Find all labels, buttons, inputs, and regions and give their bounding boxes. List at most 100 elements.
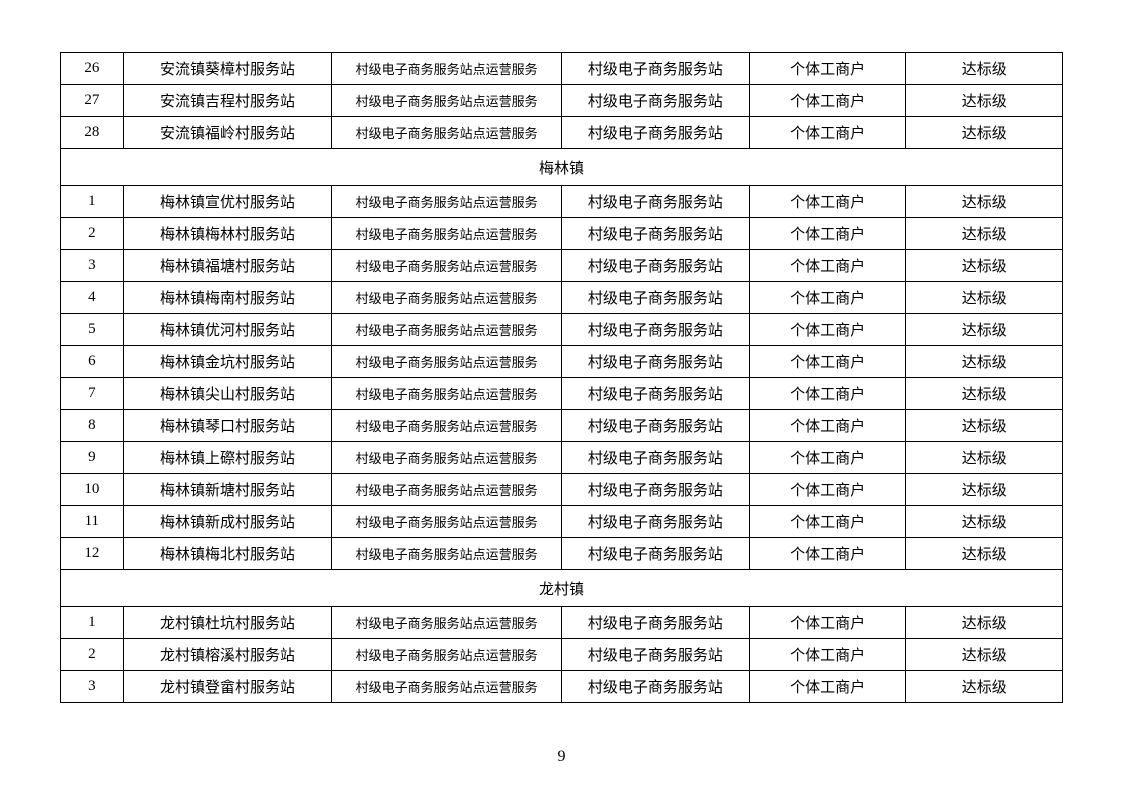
station-name-cell: 梅林镇梅北村服务站 <box>123 538 332 570</box>
service-content-cell: 村级电子商务服务站点运营服务 <box>332 410 562 442</box>
entity-type-cell: 个体工商户 <box>749 474 906 506</box>
station-name-cell: 梅林镇新成村服务站 <box>123 506 332 538</box>
service-content-cell: 村级电子商务服务站点运营服务 <box>332 346 562 378</box>
index-cell: 27 <box>61 85 124 117</box>
station-type-cell: 村级电子商务服务站 <box>562 314 750 346</box>
entity-type-cell: 个体工商户 <box>749 282 906 314</box>
service-content-cell: 村级电子商务服务站点运营服务 <box>332 85 562 117</box>
table-row: 12梅林镇梅北村服务站村级电子商务服务站点运营服务村级电子商务服务站个体工商户达… <box>61 538 1063 570</box>
table-row: 1梅林镇宣优村服务站村级电子商务服务站点运营服务村级电子商务服务站个体工商户达标… <box>61 186 1063 218</box>
service-content-cell: 村级电子商务服务站点运营服务 <box>332 53 562 85</box>
section-header: 梅林镇 <box>61 149 1063 186</box>
index-cell: 10 <box>61 474 124 506</box>
level-cell: 达标级 <box>906 639 1063 671</box>
table-row: 1龙村镇杜坑村服务站村级电子商务服务站点运营服务村级电子商务服务站个体工商户达标… <box>61 607 1063 639</box>
entity-type-cell: 个体工商户 <box>749 250 906 282</box>
level-cell: 达标级 <box>906 442 1063 474</box>
table-row: 3梅林镇福塘村服务站村级电子商务服务站点运营服务村级电子商务服务站个体工商户达标… <box>61 250 1063 282</box>
entity-type-cell: 个体工商户 <box>749 442 906 474</box>
station-name-cell: 梅林镇琴口村服务站 <box>123 410 332 442</box>
table-row: 26安流镇葵樟村服务站村级电子商务服务站点运营服务村级电子商务服务站个体工商户达… <box>61 53 1063 85</box>
level-cell: 达标级 <box>906 346 1063 378</box>
station-name-cell: 龙村镇榕溪村服务站 <box>123 639 332 671</box>
table-row: 28安流镇福岭村服务站村级电子商务服务站点运营服务村级电子商务服务站个体工商户达… <box>61 117 1063 149</box>
station-name-cell: 梅林镇新塘村服务站 <box>123 474 332 506</box>
station-type-cell: 村级电子商务服务站 <box>562 442 750 474</box>
section-header-cell: 龙村镇 <box>61 570 1063 607</box>
entity-type-cell: 个体工商户 <box>749 218 906 250</box>
table-row: 3龙村镇登畲村服务站村级电子商务服务站点运营服务村级电子商务服务站个体工商户达标… <box>61 671 1063 703</box>
table-row: 9梅林镇上磜村服务站村级电子商务服务站点运营服务村级电子商务服务站个体工商户达标… <box>61 442 1063 474</box>
entity-type-cell: 个体工商户 <box>749 506 906 538</box>
station-name-cell: 梅林镇上磜村服务站 <box>123 442 332 474</box>
index-cell: 5 <box>61 314 124 346</box>
station-type-cell: 村级电子商务服务站 <box>562 639 750 671</box>
entity-type-cell: 个体工商户 <box>749 314 906 346</box>
index-cell: 12 <box>61 538 124 570</box>
table-row: 7梅林镇尖山村服务站村级电子商务服务站点运营服务村级电子商务服务站个体工商户达标… <box>61 378 1063 410</box>
station-name-cell: 梅林镇梅林村服务站 <box>123 218 332 250</box>
index-cell: 8 <box>61 410 124 442</box>
level-cell: 达标级 <box>906 378 1063 410</box>
service-content-cell: 村级电子商务服务站点运营服务 <box>332 671 562 703</box>
index-cell: 3 <box>61 671 124 703</box>
station-type-cell: 村级电子商务服务站 <box>562 85 750 117</box>
service-content-cell: 村级电子商务服务站点运营服务 <box>332 250 562 282</box>
service-content-cell: 村级电子商务服务站点运营服务 <box>332 282 562 314</box>
station-type-cell: 村级电子商务服务站 <box>562 506 750 538</box>
page: 26安流镇葵樟村服务站村级电子商务服务站点运营服务村级电子商务服务站个体工商户达… <box>0 0 1123 794</box>
station-type-cell: 村级电子商务服务站 <box>562 410 750 442</box>
station-type-cell: 村级电子商务服务站 <box>562 53 750 85</box>
service-content-cell: 村级电子商务服务站点运营服务 <box>332 186 562 218</box>
entity-type-cell: 个体工商户 <box>749 53 906 85</box>
index-cell: 11 <box>61 506 124 538</box>
table-row: 4梅林镇梅南村服务站村级电子商务服务站点运营服务村级电子商务服务站个体工商户达标… <box>61 282 1063 314</box>
index-cell: 1 <box>61 186 124 218</box>
index-cell: 4 <box>61 282 124 314</box>
entity-type-cell: 个体工商户 <box>749 117 906 149</box>
station-type-cell: 村级电子商务服务站 <box>562 186 750 218</box>
station-type-cell: 村级电子商务服务站 <box>562 474 750 506</box>
level-cell: 达标级 <box>906 186 1063 218</box>
level-cell: 达标级 <box>906 671 1063 703</box>
table-row: 10梅林镇新塘村服务站村级电子商务服务站点运营服务村级电子商务服务站个体工商户达… <box>61 474 1063 506</box>
table-row: 11梅林镇新成村服务站村级电子商务服务站点运营服务村级电子商务服务站个体工商户达… <box>61 506 1063 538</box>
station-type-cell: 村级电子商务服务站 <box>562 538 750 570</box>
index-cell: 28 <box>61 117 124 149</box>
index-cell: 9 <box>61 442 124 474</box>
service-content-cell: 村级电子商务服务站点运营服务 <box>332 639 562 671</box>
station-name-cell: 梅林镇优河村服务站 <box>123 314 332 346</box>
station-name-cell: 梅林镇金坑村服务站 <box>123 346 332 378</box>
station-type-cell: 村级电子商务服务站 <box>562 117 750 149</box>
service-content-cell: 村级电子商务服务站点运营服务 <box>332 218 562 250</box>
service-stations-table: 26安流镇葵樟村服务站村级电子商务服务站点运营服务村级电子商务服务站个体工商户达… <box>60 52 1063 703</box>
service-content-cell: 村级电子商务服务站点运营服务 <box>332 607 562 639</box>
page-number: 9 <box>0 748 1123 766</box>
entity-type-cell: 个体工商户 <box>749 671 906 703</box>
index-cell: 1 <box>61 607 124 639</box>
entity-type-cell: 个体工商户 <box>749 410 906 442</box>
station-type-cell: 村级电子商务服务站 <box>562 282 750 314</box>
station-name-cell: 梅林镇尖山村服务站 <box>123 378 332 410</box>
index-cell: 6 <box>61 346 124 378</box>
level-cell: 达标级 <box>906 538 1063 570</box>
service-content-cell: 村级电子商务服务站点运营服务 <box>332 506 562 538</box>
index-cell: 26 <box>61 53 124 85</box>
level-cell: 达标级 <box>906 410 1063 442</box>
level-cell: 达标级 <box>906 474 1063 506</box>
level-cell: 达标级 <box>906 85 1063 117</box>
entity-type-cell: 个体工商户 <box>749 186 906 218</box>
section-header: 龙村镇 <box>61 570 1063 607</box>
station-name-cell: 安流镇葵樟村服务站 <box>123 53 332 85</box>
station-type-cell: 村级电子商务服务站 <box>562 218 750 250</box>
station-name-cell: 梅林镇福塘村服务站 <box>123 250 332 282</box>
index-cell: 2 <box>61 218 124 250</box>
entity-type-cell: 个体工商户 <box>749 85 906 117</box>
table-row: 2龙村镇榕溪村服务站村级电子商务服务站点运营服务村级电子商务服务站个体工商户达标… <box>61 639 1063 671</box>
station-name-cell: 梅林镇梅南村服务站 <box>123 282 332 314</box>
level-cell: 达标级 <box>906 250 1063 282</box>
station-type-cell: 村级电子商务服务站 <box>562 607 750 639</box>
service-content-cell: 村级电子商务服务站点运营服务 <box>332 117 562 149</box>
table-row: 8梅林镇琴口村服务站村级电子商务服务站点运营服务村级电子商务服务站个体工商户达标… <box>61 410 1063 442</box>
index-cell: 3 <box>61 250 124 282</box>
